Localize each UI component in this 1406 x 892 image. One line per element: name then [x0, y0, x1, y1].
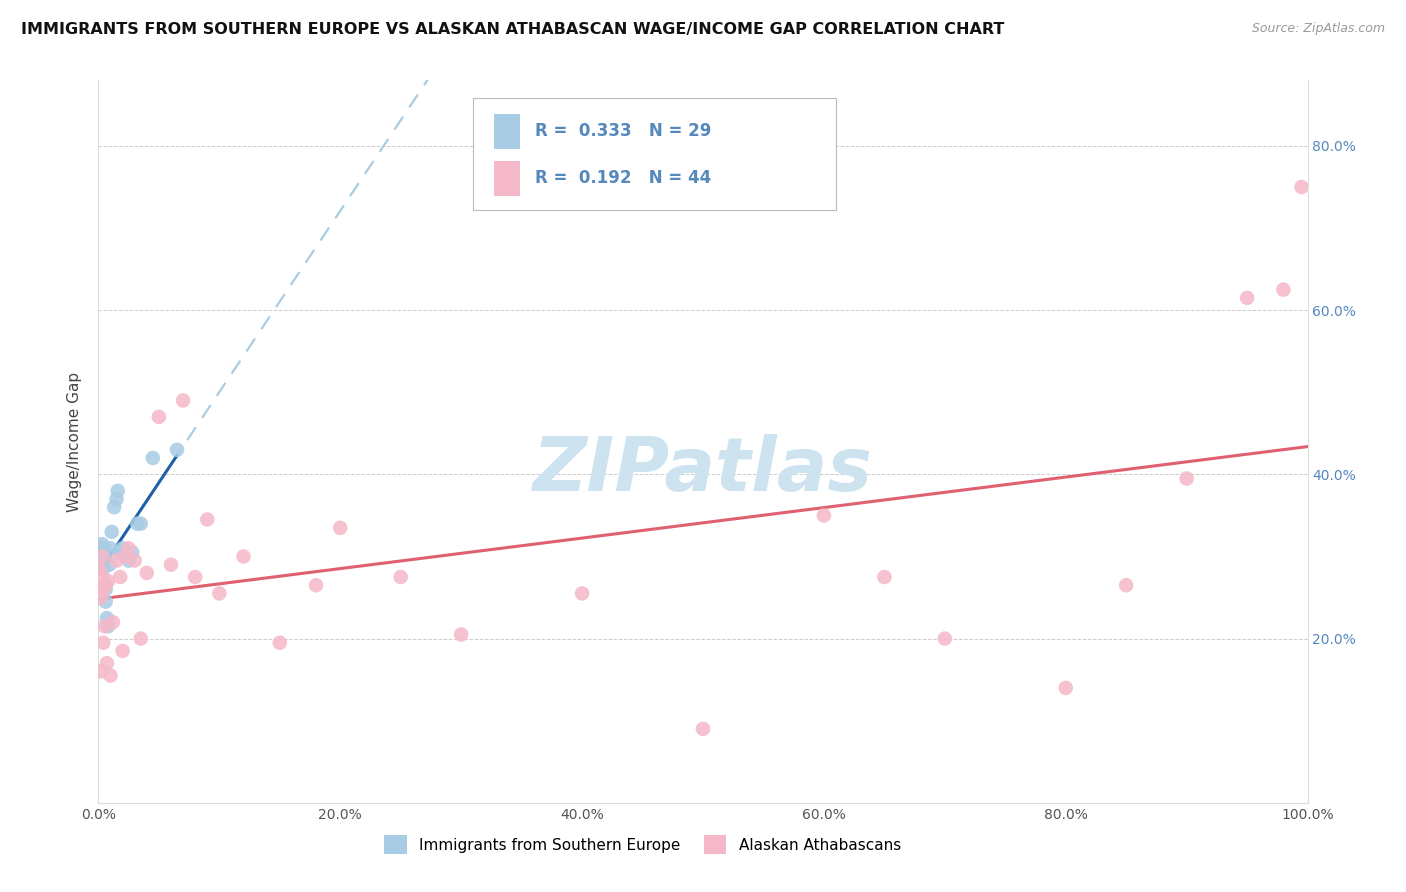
Point [166, 442, 188, 457]
Point [91, 582, 114, 597]
Point [96, 657, 118, 671]
Point [94, 594, 117, 608]
Point [91, 553, 114, 567]
Point [101, 615, 124, 630]
Point [103, 500, 125, 515]
Point [111, 541, 134, 556]
Point [118, 553, 141, 567]
Text: R =  0.333   N = 29: R = 0.333 N = 29 [534, 122, 711, 140]
Point [90, 591, 112, 605]
Point [108, 570, 131, 584]
Point [1175, 471, 1198, 485]
FancyBboxPatch shape [474, 98, 837, 211]
Point [329, 521, 352, 535]
Point [100, 668, 122, 682]
Point [184, 570, 207, 584]
Point [97, 619, 120, 633]
Point [127, 516, 149, 531]
Point [195, 512, 218, 526]
Point [208, 586, 231, 600]
Point [94, 578, 117, 592]
Point [90, 665, 112, 679]
Point [91, 636, 114, 650]
Point [107, 483, 129, 498]
Point [89, 545, 111, 559]
Point [934, 632, 956, 646]
Text: R =  0.192   N = 44: R = 0.192 N = 44 [534, 169, 711, 187]
Point [93, 549, 115, 564]
Point [124, 553, 146, 567]
Point [94, 582, 117, 597]
Point [148, 409, 170, 424]
Point [118, 541, 141, 556]
Point [450, 627, 472, 641]
Point [135, 566, 157, 580]
Point [873, 570, 896, 584]
Point [114, 549, 136, 564]
Point [98, 558, 121, 572]
Point [91, 549, 114, 564]
Point [93, 541, 115, 556]
FancyBboxPatch shape [494, 161, 520, 195]
Point [142, 450, 165, 465]
Point [1236, 291, 1258, 305]
Point [91, 562, 114, 576]
Text: ZIPatlas: ZIPatlas [533, 434, 873, 507]
Point [692, 722, 714, 736]
Point [160, 558, 183, 572]
Point [1272, 283, 1295, 297]
Point [91, 553, 114, 567]
Point [172, 393, 194, 408]
Point [269, 636, 291, 650]
Point [96, 611, 118, 625]
Point [97, 574, 120, 588]
FancyBboxPatch shape [494, 114, 520, 149]
Text: IMMIGRANTS FROM SOUTHERN EUROPE VS ALASKAN ATHABASCAN WAGE/INCOME GAP CORRELATIO: IMMIGRANTS FROM SOUTHERN EUROPE VS ALASK… [21, 22, 1004, 37]
Point [105, 491, 128, 506]
Point [389, 570, 412, 584]
Point [121, 545, 143, 559]
Point [89, 562, 111, 576]
Point [813, 508, 835, 523]
Point [1291, 180, 1313, 194]
Point [114, 545, 136, 559]
Point [100, 524, 122, 539]
Point [100, 541, 122, 556]
Point [1115, 578, 1137, 592]
Point [129, 632, 152, 646]
Point [91, 570, 114, 584]
Text: Source: ZipAtlas.com: Source: ZipAtlas.com [1251, 22, 1385, 36]
Point [93, 619, 115, 633]
Point [111, 644, 134, 658]
Point [571, 586, 593, 600]
Point [305, 578, 328, 592]
Point [90, 541, 112, 556]
Point [1054, 681, 1077, 695]
Point [129, 516, 152, 531]
Point [108, 545, 131, 559]
Legend: Immigrants from Southern Europe, Alaskan Athabascans: Immigrants from Southern Europe, Alaskan… [378, 830, 907, 860]
Point [91, 549, 114, 564]
Y-axis label: Wage/Income Gap: Wage/Income Gap [67, 371, 83, 512]
Point [105, 553, 128, 567]
Point [232, 549, 254, 564]
Point [91, 537, 114, 551]
Point [90, 558, 112, 572]
